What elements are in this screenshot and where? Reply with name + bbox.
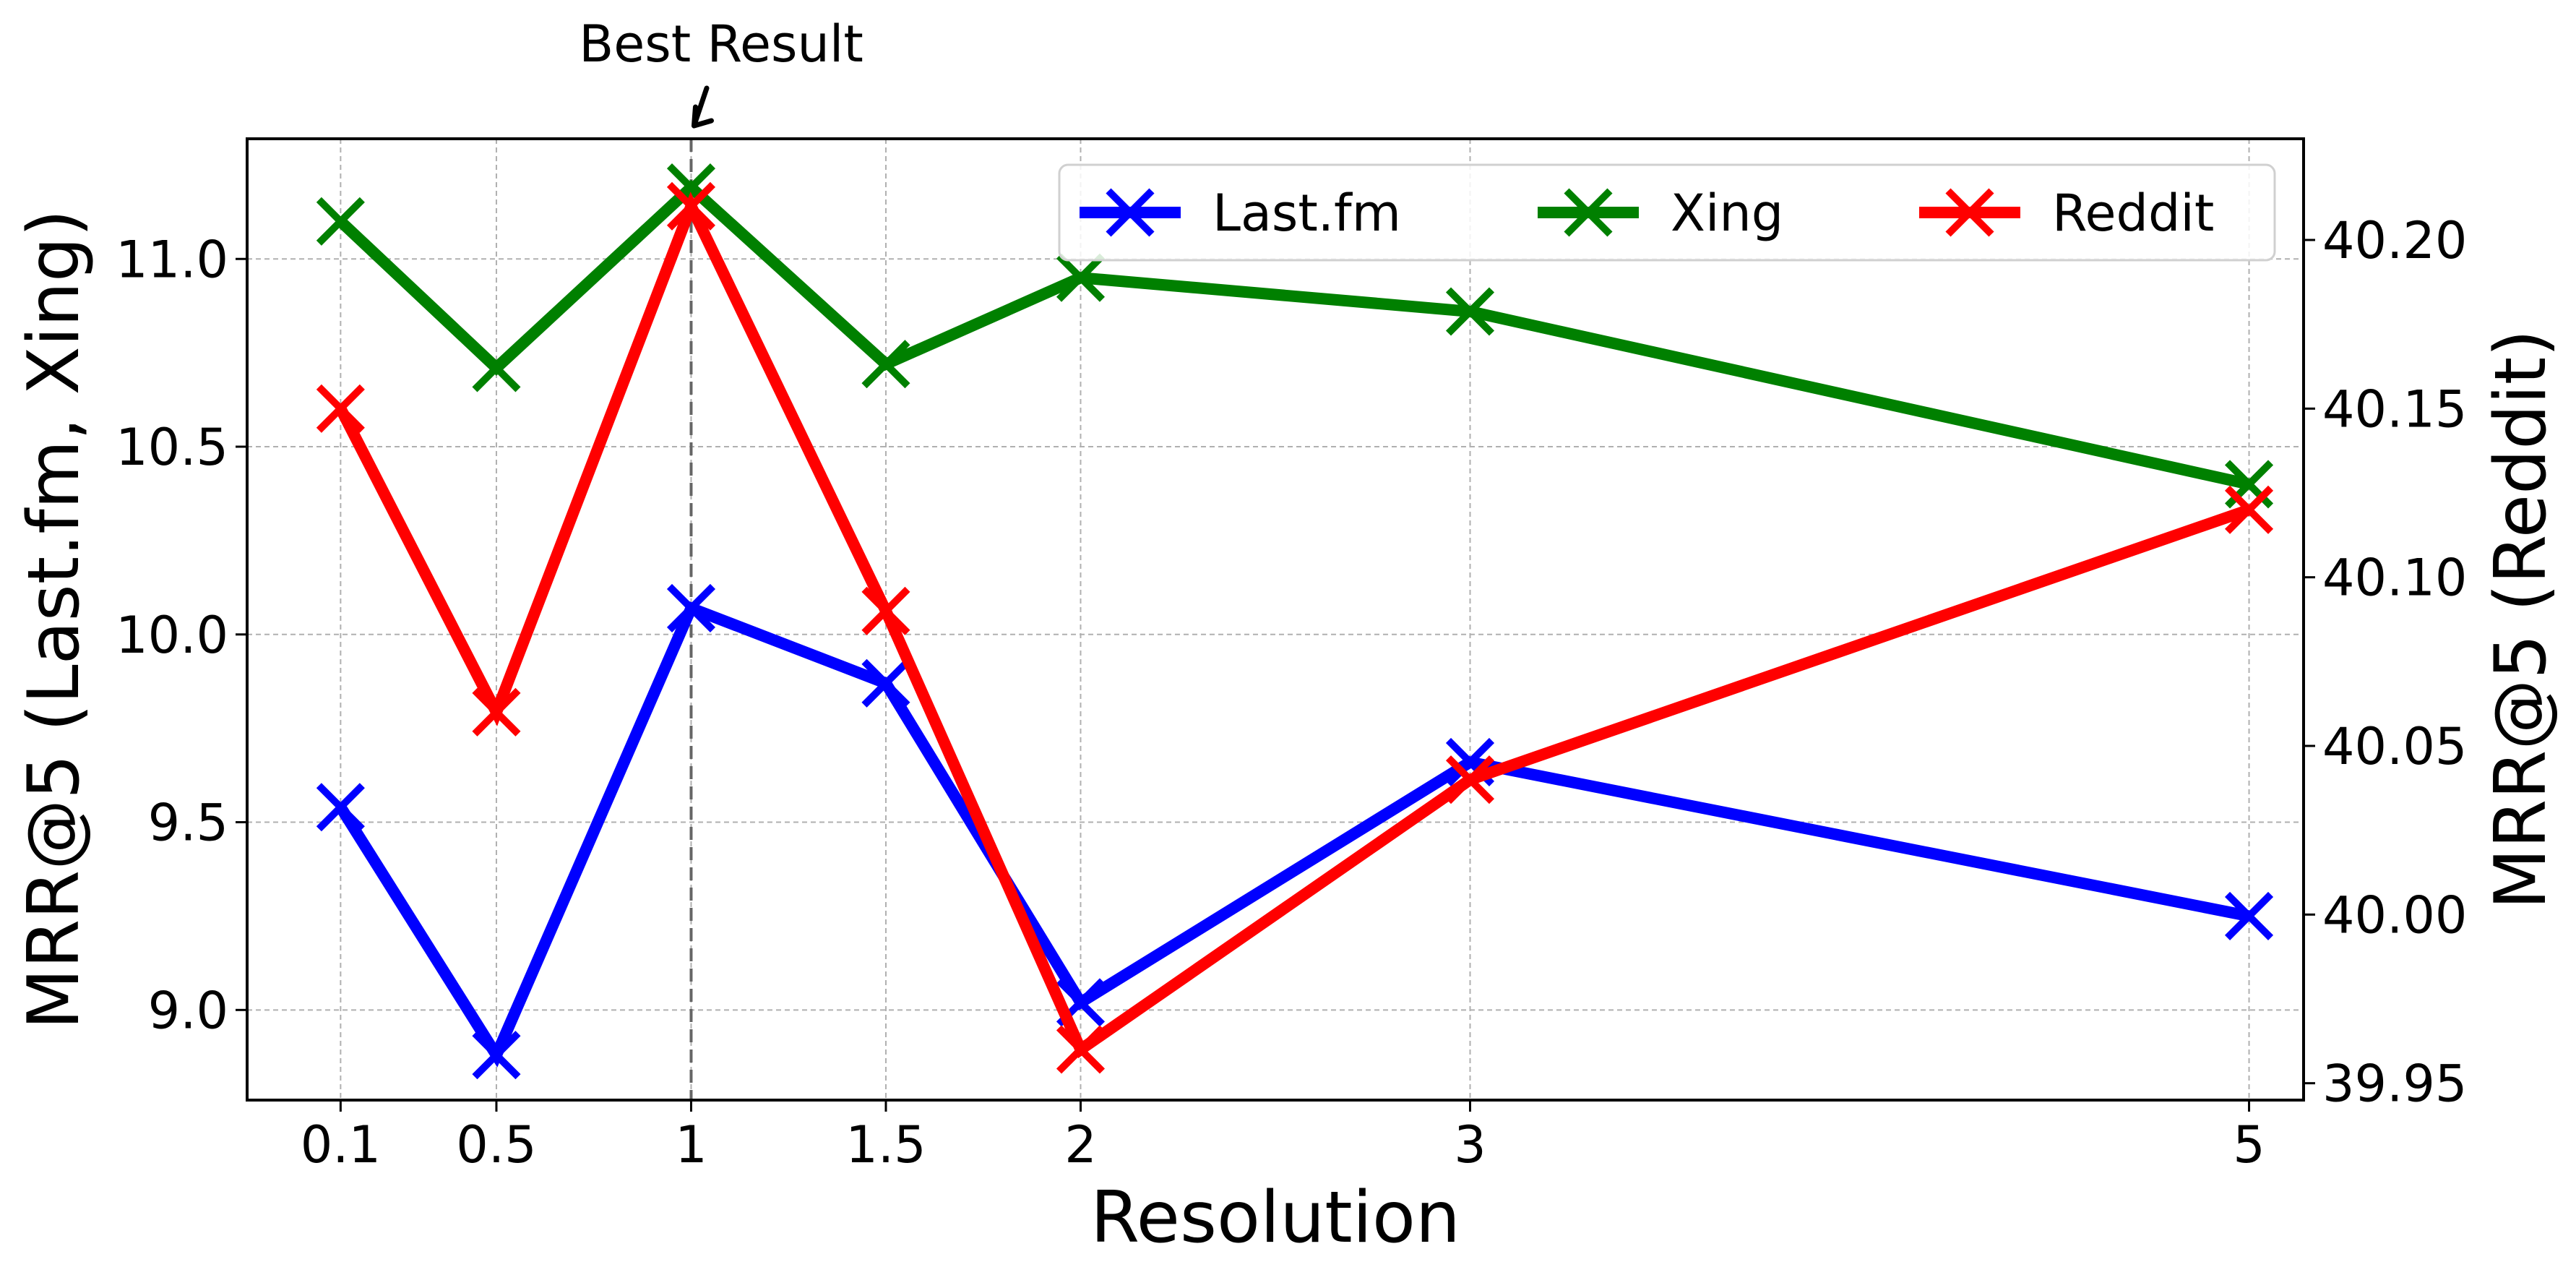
right-y-axis-ticks: 39.95 40.00 40.05 40.10 40.15 40.20 [2304, 211, 2467, 1114]
data-point [2225, 891, 2274, 940]
data-point [472, 1031, 521, 1080]
data-point [316, 783, 365, 832]
best-result-arrow-icon [691, 85, 714, 129]
x-tick-label: 0.5 [456, 1115, 536, 1175]
right-y-axis-title: MRR@5 (Reddit) [2480, 330, 2562, 910]
legend-label: Last.fm [1212, 184, 1401, 243]
y-tick-label-right: 40.15 [2322, 379, 2467, 439]
data-point [472, 687, 521, 737]
data-point [1445, 287, 1495, 336]
data-point [316, 197, 365, 246]
data-point [666, 181, 716, 231]
data-point [666, 163, 716, 212]
series-line-lastfm [335, 601, 2251, 1068]
y-tick-label: 10.5 [116, 418, 228, 477]
legend-swatch-marker [1106, 188, 1155, 237]
data-point [1056, 253, 1106, 302]
left-y-axis-ticks: 9.0 9.5 10.0 10.5 11.0 [116, 230, 247, 1040]
x-tick-label: 1.5 [845, 1115, 926, 1175]
x-axis-title: Resolution [1090, 1177, 1460, 1259]
y-tick-label: 11.0 [116, 230, 228, 289]
data-point [1056, 1025, 1106, 1074]
x-tick-label: 1 [675, 1115, 707, 1175]
legend-label: Xing [1671, 184, 1783, 243]
x-tick-label: 5 [2233, 1115, 2265, 1175]
y-tick-label-right: 40.20 [2322, 211, 2467, 270]
legend-swatch-marker [1564, 188, 1613, 237]
series-layer [316, 163, 2274, 1080]
x-tick-label: 0.1 [301, 1115, 381, 1175]
y-tick-label-right: 40.00 [2322, 885, 2467, 945]
data-point [1445, 755, 1495, 804]
series-line-reddit [335, 192, 2252, 1059]
left-y-axis-title: MRR@5 (Last.fm, Xing) [13, 210, 95, 1030]
data-point [861, 340, 910, 389]
y-tick-label: 9.0 [148, 981, 228, 1040]
legend-label: Reddit [2052, 184, 2214, 243]
legend-swatch-marker [1945, 188, 1994, 237]
x-tick-label: 2 [1064, 1115, 1097, 1175]
y-tick-label-right: 40.10 [2322, 549, 2467, 608]
best-result-label: Best Result [579, 14, 863, 74]
legend: Last.fm Xing Reddit [1058, 163, 2276, 262]
best-result-annotation: Best Result [579, 14, 863, 129]
plot-frame [246, 137, 2305, 1102]
data-point [861, 658, 910, 708]
data-point [861, 586, 910, 635]
y-tick-label-right: 40.05 [2322, 717, 2467, 776]
data-point [666, 583, 716, 632]
grid [247, 139, 2304, 1100]
y-tick-label: 10.0 [116, 606, 228, 665]
data-point [472, 343, 521, 392]
y-tick-label: 9.5 [148, 794, 228, 853]
x-axis-ticks: 0.1 0.5 1 1.5 2 3 5 [301, 1100, 2265, 1175]
y-tick-label-right: 39.95 [2322, 1055, 2467, 1114]
data-point [316, 384, 365, 433]
x-tick-label: 3 [1454, 1115, 1486, 1175]
data-point [2225, 485, 2274, 534]
legend-box [1058, 163, 2276, 262]
